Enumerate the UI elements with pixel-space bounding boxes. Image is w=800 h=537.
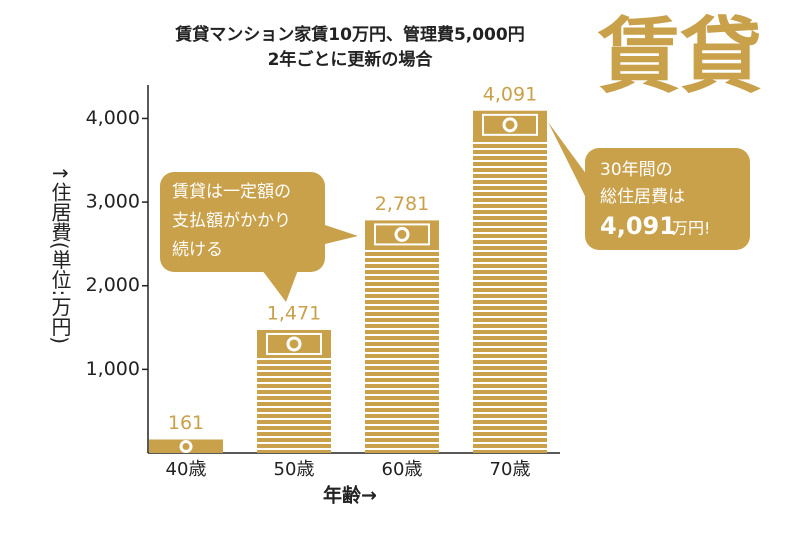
bill-inner: [482, 113, 538, 136]
x-tick-label: 50歳: [274, 459, 315, 480]
bar: [365, 220, 439, 453]
bill-coin: [179, 440, 193, 454]
value-label: 4,091: [483, 83, 537, 105]
bill-coin: [502, 117, 518, 133]
chart-title: 賃貸マンション家賃10万円、管理費5,000円: [174, 24, 524, 45]
bill: [149, 439, 223, 454]
value-label: 161: [168, 412, 204, 434]
y-tick-label: 4,000: [86, 107, 140, 129]
y-axis-label: ↑住居費(単位:万円): [48, 165, 72, 344]
callout-left: 賃貸は一定額の 支払額がかかり 続ける: [160, 172, 358, 302]
value-label: 1,471: [267, 302, 321, 324]
chart-subtitle: 2年ごとに更新の場合: [268, 49, 434, 70]
callout-total: 4,091: [600, 212, 676, 240]
x-tick-label: 40歳: [166, 459, 207, 480]
callout-unit: 万円!: [672, 219, 710, 238]
bill: [473, 110, 547, 139]
callout-text: 続ける: [172, 240, 223, 260]
bill-coin: [394, 226, 410, 242]
bill-coin: [286, 336, 302, 352]
y-tick-label: 2,000: [86, 274, 140, 296]
y-tick-label: 1,000: [86, 358, 140, 380]
bill: [257, 329, 331, 358]
x-tick-label: 70歳: [490, 459, 531, 480]
callout-text: 総住居費は: [600, 187, 685, 207]
callout-text: 30年間の: [600, 160, 673, 180]
callout-text: 賃貸は一定額の: [172, 182, 291, 202]
callout-text: 支払額がかかり: [172, 211, 291, 231]
x-axis-label: 年齢→: [323, 484, 377, 507]
callout-right: 30年間の 総住居費は 4,091 万円!: [548, 122, 750, 250]
y-tick-label: 3,000: [86, 191, 140, 213]
x-tick-label: 60歳: [382, 459, 423, 480]
bill-inner: [266, 332, 322, 355]
bill: [365, 220, 439, 249]
value-label: 2,781: [375, 193, 429, 215]
bill-inner: [374, 223, 430, 246]
bill-body: [149, 439, 223, 453]
badge: 賃貸: [597, 9, 762, 104]
bar: [473, 110, 547, 454]
